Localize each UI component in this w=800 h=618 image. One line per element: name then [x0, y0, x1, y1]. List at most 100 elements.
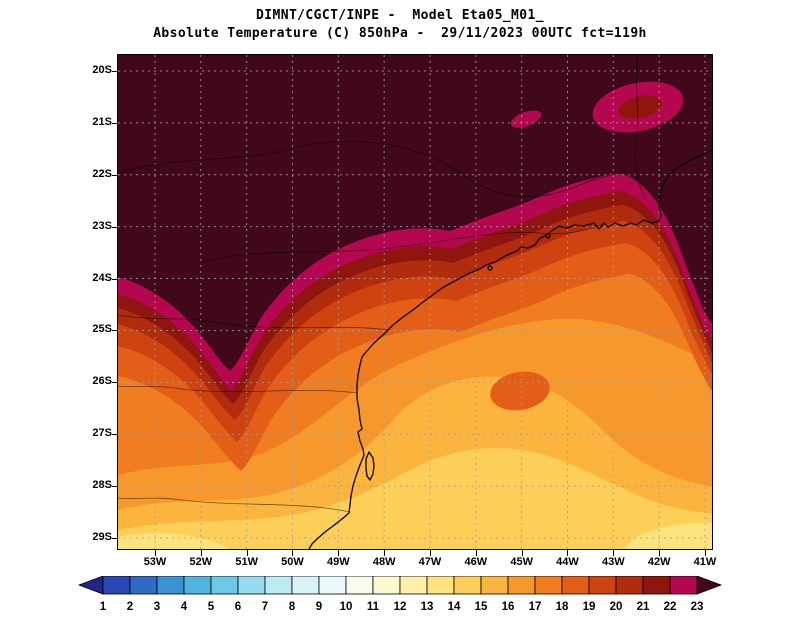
lat-label: 23S — [92, 219, 112, 232]
colorbar-tick-label: 11 — [367, 601, 380, 613]
lon-label: 41W — [693, 556, 717, 568]
colorbar-tick-label: 16 — [502, 601, 515, 613]
colorbar-tick-label: 2 — [127, 601, 133, 613]
colorbar-segment — [291, 576, 320, 595]
temp-pocket-21-22-northeast — [618, 95, 662, 119]
lat-axis-tick — [112, 174, 118, 176]
lon-axis-tick — [567, 550, 569, 556]
colorbar-tick-label: 20 — [610, 601, 623, 613]
lon-axis-tick — [659, 550, 661, 556]
lon-label: 50W — [281, 556, 304, 568]
coastline — [308, 149, 712, 549]
grid-layer — [118, 55, 712, 549]
state-border — [118, 497, 351, 513]
lon-axis-tick — [521, 550, 523, 556]
lon-label: 51W — [235, 556, 258, 568]
state-borders — [118, 55, 647, 513]
colorbar-tick-label: 18 — [556, 601, 569, 613]
lon-label: 42W — [647, 556, 671, 568]
state-border — [634, 55, 647, 202]
lon-axis-tick — [246, 550, 248, 556]
colorbar-segment — [264, 576, 293, 595]
colorbar-tick-label: 13 — [421, 601, 434, 613]
lat-axis-tick — [112, 382, 118, 384]
lon-axis-tick — [704, 550, 706, 556]
lat-axis-tick — [112, 330, 118, 332]
lat-label: 25S — [92, 323, 112, 336]
lon-label: 53W — [143, 556, 167, 568]
lat-axis-tick — [112, 434, 118, 436]
colorbar-tick-label: 6 — [235, 601, 241, 613]
colorbar-segment — [102, 576, 131, 595]
lon-axis-tick — [200, 550, 202, 556]
colorbar-arrow-left — [77, 576, 104, 595]
colorbar-segment — [156, 576, 185, 595]
lat-label: 27S — [92, 427, 112, 440]
title-line-2: Absolute Temperature (C) 850hPa - 29/11/… — [153, 26, 647, 41]
colorbar-tick-label: 23 — [691, 601, 704, 613]
lon-label: 49W — [327, 556, 350, 568]
colorbar-tick-label: 17 — [529, 601, 542, 613]
colorbar-segment — [642, 576, 671, 595]
temperature-field-map — [118, 55, 712, 549]
lon-label: 48W — [372, 556, 396, 568]
coastal-island — [545, 233, 551, 239]
temp-region-14-15 — [118, 448, 712, 549]
colorbar-segment — [426, 576, 455, 595]
lat-axis-tick — [112, 486, 118, 488]
title-line-1: DIMNT/CGCT/INPE - Model Eta05_M01_ — [256, 8, 544, 23]
lat-label: 26S — [92, 375, 112, 388]
state-border — [118, 141, 624, 198]
colorbar-tick-label: 1 — [100, 601, 107, 613]
lat-axis-tick — [112, 122, 118, 124]
lat-label: 29S — [92, 531, 112, 543]
colorbar-tick-label: 3 — [154, 601, 160, 613]
colorbar-tick-label: 8 — [289, 601, 296, 613]
lon-label: 43W — [602, 556, 625, 568]
colorbar-tick-label: 9 — [316, 601, 322, 613]
lat-axis-tick — [112, 71, 118, 72]
colorbar-segment — [345, 576, 374, 595]
colorbar-segment — [453, 576, 482, 595]
lon-axis-tick — [613, 550, 615, 556]
lon-axis-tick — [292, 550, 294, 556]
colorbar-tick-label: 10 — [340, 601, 353, 613]
map-frame — [117, 54, 713, 550]
colorbar-segment — [183, 576, 212, 595]
temp-pocket-18-19 — [490, 371, 550, 411]
colorbar-tick-label: 4 — [181, 601, 188, 613]
colorbar-legend: 1 2 3 4 5 6 7 8 9 10 11 12 13 14 15 16 17 18 19 20 21 22 23 — [77, 576, 723, 613]
lat-label: 28S — [92, 479, 112, 492]
colorbar-segment — [534, 576, 563, 595]
state-border — [118, 385, 358, 394]
colorbar-segment — [237, 576, 266, 595]
colorbar-segment — [507, 576, 536, 595]
colorbar-tick-label: 12 — [394, 601, 407, 613]
lon-label: 44W — [556, 556, 579, 568]
lat-axis-tick — [112, 278, 118, 280]
colorbar-tick-label: 5 — [208, 601, 215, 613]
lon-axis-tick — [475, 550, 477, 556]
colorbar-tick-label: 19 — [583, 601, 596, 613]
florianopolis-island — [365, 451, 375, 481]
lon-label: 46W — [464, 556, 488, 568]
lat-label: 21S — [92, 115, 112, 128]
colorbar-segment — [318, 576, 347, 595]
lon-label: 45W — [510, 556, 533, 568]
temp-region-gt-23 — [118, 55, 712, 371]
temp-region-13-14-se — [625, 522, 712, 549]
colorbar-segment — [588, 576, 617, 595]
state-border — [199, 223, 605, 264]
colorbar-segment — [669, 576, 698, 595]
colorbar-tick-label: 22 — [664, 601, 677, 613]
lon-axis-tick — [338, 550, 340, 556]
colorbar-tick-label: 21 — [637, 601, 650, 613]
lat-label: 24S — [92, 271, 112, 284]
colorbar-tick-label: 7 — [262, 601, 268, 613]
lat-axis-tick — [112, 538, 118, 539]
colorbar-segment — [615, 576, 644, 595]
lat-label: 22S — [92, 167, 112, 180]
coastal-island — [487, 265, 493, 271]
state-border — [118, 314, 390, 331]
colorbar-tick-label: 14 — [448, 601, 461, 613]
